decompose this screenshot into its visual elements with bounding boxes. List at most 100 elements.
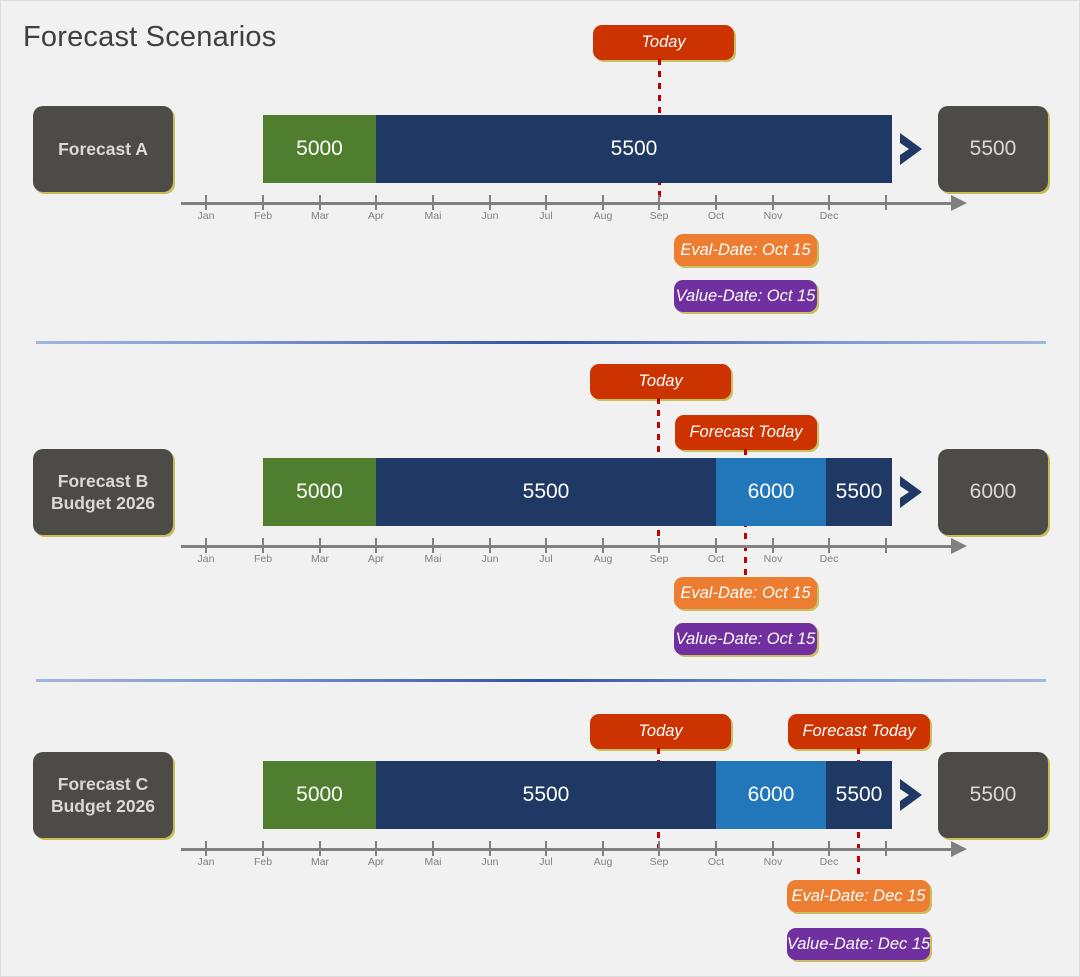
tick-label: Aug xyxy=(593,856,613,868)
forecast-today-marker-text: Forecast Today xyxy=(802,722,916,740)
timeline-axis xyxy=(181,545,953,548)
page-title: Forecast Scenarios xyxy=(23,21,277,53)
tick-label: Aug xyxy=(593,210,613,222)
chevron-right-icon xyxy=(896,129,930,169)
value-date-text: Value-Date: Dec 15 xyxy=(786,934,931,953)
scenario-label-line: Forecast B xyxy=(57,470,149,491)
bar-segment-forecast[interactable]: 6000 xyxy=(716,458,826,526)
tick-label: Nov xyxy=(763,553,783,565)
tick-label: Jun xyxy=(481,553,499,565)
tick-label: Oct xyxy=(707,856,725,868)
scenario-label-forecast-a[interactable]: Forecast A xyxy=(33,106,173,192)
bar-segment-actual[interactable]: 5000 xyxy=(263,115,376,183)
tick-label: Jan xyxy=(197,553,215,565)
bar-segment-plan[interactable]: 5500 xyxy=(376,458,716,526)
timeline-axis xyxy=(181,202,953,205)
bar-segment-actual[interactable]: 5000 xyxy=(263,761,376,829)
scenario-label-line: Budget 2026 xyxy=(50,493,156,513)
tick-label: Nov xyxy=(763,856,783,868)
today-marker-label[interactable]: Today xyxy=(590,364,731,399)
bar-segment-plan[interactable]: 5500 xyxy=(376,761,716,829)
tick-label: Oct xyxy=(707,210,725,222)
bar-segment-value: 6000 xyxy=(747,480,795,503)
tick-label: Jul xyxy=(539,210,553,222)
timeline-axis-arrow-icon xyxy=(951,195,967,211)
bar-segment-plan[interactable]: 5500 xyxy=(376,115,892,183)
value-date-badge[interactable]: Value-Date: Oct 15 xyxy=(674,623,817,655)
eval-date-badge[interactable]: Eval-Date: Oct 15 xyxy=(674,577,817,609)
tick-label: Jul xyxy=(539,856,553,868)
today-marker-text: Today xyxy=(638,372,683,390)
result-box-forecast-b[interactable]: 6000 xyxy=(938,449,1048,535)
section-divider xyxy=(36,341,1046,344)
bar-segment-value: 5000 xyxy=(296,480,343,503)
forecast-today-marker-label[interactable]: Forecast Today xyxy=(675,415,817,450)
today-marker-label[interactable]: Today xyxy=(590,714,731,749)
bar-segment-forecast[interactable]: 6000 xyxy=(716,761,826,829)
value-date-text: Value-Date: Oct 15 xyxy=(675,286,816,305)
bar-segment-value: 5500 xyxy=(522,480,570,503)
forecast-today-marker-text: Forecast Today xyxy=(689,423,803,441)
bar-segment-tail[interactable]: 5500 xyxy=(826,458,892,526)
chevron-right-icon xyxy=(896,775,930,815)
eval-date-text: Eval-Date: Dec 15 xyxy=(791,886,926,905)
tick-label: Dec xyxy=(819,553,839,565)
scenario-label-forecast-b[interactable]: Forecast B Budget 2026 xyxy=(33,449,173,535)
eval-date-text: Eval-Date: Oct 15 xyxy=(680,240,811,259)
bar-segment-value: 5500 xyxy=(522,783,570,806)
bar-segment-value: 5500 xyxy=(835,783,883,806)
scenario-label-forecast-c[interactable]: Forecast C Budget 2026 xyxy=(33,752,173,838)
tick-label: Mar xyxy=(310,210,330,222)
timeline-axis-arrow-icon xyxy=(951,538,967,554)
tick-label: Nov xyxy=(763,210,783,222)
tick-label: Sep xyxy=(649,553,669,565)
tick-label: Apr xyxy=(367,553,385,565)
tick-label: Feb xyxy=(253,553,273,565)
scenario-row-forecast-c: Today Forecast Today Forecast C Budget 2… xyxy=(1,1,1079,960)
chevron-right-icon xyxy=(896,472,930,512)
eval-date-badge[interactable]: Eval-Date: Oct 15 xyxy=(674,234,817,266)
tick-label: Jan xyxy=(197,210,215,222)
tick-label: Mar xyxy=(310,856,330,868)
result-box-forecast-c[interactable]: 5500 xyxy=(938,752,1048,838)
tick-label: Jul xyxy=(539,553,553,565)
tick-label: Sep xyxy=(649,856,669,868)
tick-label: Mai xyxy=(424,856,442,868)
tick-label: Dec xyxy=(819,856,839,868)
value-date-badge[interactable]: Value-Date: Oct 15 xyxy=(674,280,817,312)
result-box-forecast-a[interactable]: 5500 xyxy=(938,106,1048,192)
forecast-today-marker-label[interactable]: Forecast Today xyxy=(788,714,930,749)
today-marker-text: Today xyxy=(638,722,683,740)
scenario-row-forecast-b: Today Forecast Today Forecast B Budget 2… xyxy=(1,1,1079,655)
tick-label: Aug xyxy=(593,553,613,565)
section-divider xyxy=(36,679,1046,682)
result-value: 5500 xyxy=(969,137,1017,160)
bar-segment-value: 5000 xyxy=(296,137,343,160)
tick-label: Jan xyxy=(197,856,215,868)
bar-segment-actual[interactable]: 5000 xyxy=(263,458,376,526)
tick-label: Apr xyxy=(367,856,385,868)
tick-label: Oct xyxy=(707,553,725,565)
eval-date-text: Eval-Date: Oct 15 xyxy=(680,583,811,602)
bar-segment-value: 5500 xyxy=(835,480,883,503)
eval-date-badge[interactable]: Eval-Date: Dec 15 xyxy=(787,880,930,912)
tick-label: Feb xyxy=(253,856,273,868)
bar-segment-value: 5000 xyxy=(296,783,343,806)
timeline-axis xyxy=(181,848,953,851)
tick-label: Apr xyxy=(367,210,385,222)
tick-label: Feb xyxy=(253,210,273,222)
tick-label: Jun xyxy=(481,856,499,868)
scenario-label-line: Forecast A xyxy=(58,138,148,159)
tick-label: Mai xyxy=(424,210,442,222)
bar-segment-tail[interactable]: 5500 xyxy=(826,761,892,829)
value-date-text: Value-Date: Oct 15 xyxy=(675,629,816,648)
value-date-badge[interactable]: Value-Date: Dec 15 xyxy=(787,928,930,960)
tick-label: Sep xyxy=(649,210,669,222)
today-marker-label[interactable]: Today xyxy=(593,25,734,60)
result-value: 5500 xyxy=(969,783,1017,806)
bar-segment-value: 5500 xyxy=(610,137,658,160)
today-marker-text: Today xyxy=(641,33,686,51)
scenario-label-line: Forecast C xyxy=(57,773,149,794)
scenario-label-line: Budget 2026 xyxy=(50,796,156,816)
